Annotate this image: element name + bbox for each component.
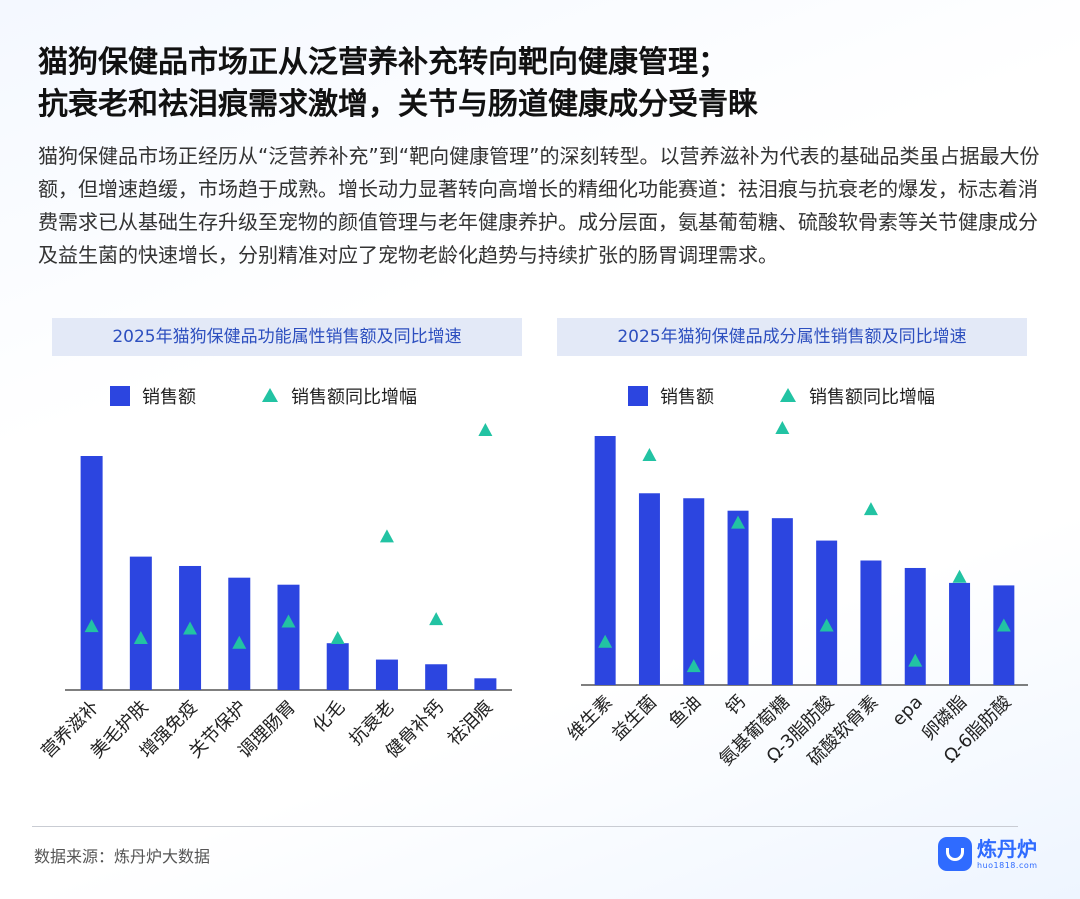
legend-swatch-sales	[110, 386, 130, 406]
legend-label-sales: 销售额	[660, 387, 714, 408]
legend-label-growth: 销售额同比增幅	[291, 387, 417, 408]
chart-2-title: 2025年猫狗保健品成分属性销售额及同比增速	[557, 318, 1027, 356]
growth-marker	[686, 659, 701, 673]
legend-label-sales: 销售额	[142, 387, 196, 408]
bar	[474, 678, 497, 690]
bar	[949, 582, 971, 685]
legend-label-growth: 销售额同比增幅	[809, 387, 935, 408]
legend-marker-growth	[262, 388, 278, 402]
footer-divider	[32, 826, 1018, 827]
x-tick-label: 化毛	[309, 697, 349, 737]
growth-marker	[908, 653, 923, 667]
legend-swatch-sales	[628, 386, 648, 406]
growth-marker	[232, 635, 247, 649]
bar	[816, 540, 838, 685]
x-tick-label: 鱼油	[665, 692, 705, 732]
bar	[683, 498, 705, 685]
growth-marker	[429, 612, 444, 626]
bar	[375, 659, 398, 690]
growth-marker	[379, 529, 394, 543]
growth-marker	[84, 619, 99, 633]
x-tick-label: 祛泪痕	[444, 697, 497, 750]
bar	[228, 577, 251, 690]
title-line-1: 猫狗保健品市场正从泛营养补充转向靶向健康管理；	[38, 45, 728, 80]
growth-marker	[952, 569, 967, 583]
legend-marker-growth	[780, 388, 796, 402]
brand-name: 炼丹炉	[977, 836, 1037, 861]
x-tick-label: 益生菌	[608, 692, 661, 745]
brand-domain: huo1818.com	[977, 860, 1038, 870]
bar	[638, 493, 660, 685]
page-title: 猫狗保健品市场正从泛营养补充转向靶向健康管理； 抗衰老和祛泪痕需求激增，关节与肠…	[38, 42, 1048, 126]
bar	[80, 456, 103, 690]
bar	[129, 556, 152, 690]
bar	[993, 585, 1015, 685]
data-source: 数据来源：炼丹炉大数据	[34, 847, 211, 866]
growth-marker	[863, 502, 878, 516]
title-line-2: 抗衰老和祛泪痕需求激增，关节与肠道健康成分受青睐	[38, 87, 758, 122]
brand-logo: 炼丹炉 huo1818.com	[938, 837, 1038, 871]
bar	[904, 567, 926, 685]
bar	[277, 584, 300, 690]
growth-marker	[478, 423, 493, 436]
description-paragraph: 猫狗保健品市场正经历从“泛营养补充”到“靶向健康管理”的深刻转型。以营养滋补为代…	[38, 144, 1040, 267]
growth-marker	[996, 618, 1011, 632]
x-tick-label: 维生素	[564, 692, 617, 745]
brand-logo-icon	[938, 837, 972, 871]
chart-1-title: 2025年猫狗保健品功能属性销售额及同比增速	[52, 318, 522, 356]
growth-marker	[731, 515, 746, 529]
growth-marker	[183, 621, 198, 635]
legend: 销售额 销售额同比增幅	[628, 386, 935, 408]
x-tick-label: epa	[888, 692, 927, 731]
bar	[425, 664, 448, 690]
growth-marker	[330, 631, 345, 644]
legend: 销售额 销售额同比增幅	[110, 386, 417, 408]
bar	[727, 510, 749, 685]
bar	[326, 643, 349, 690]
growth-marker	[642, 448, 657, 462]
growth-marker	[775, 421, 790, 434]
x-tick-label: 钙	[722, 692, 750, 720]
growth-marker	[133, 631, 148, 644]
bar	[594, 436, 616, 685]
growth-marker	[281, 614, 296, 628]
bar	[860, 560, 882, 685]
bar	[771, 518, 793, 685]
growth-marker	[819, 618, 834, 632]
growth-marker	[598, 634, 613, 648]
